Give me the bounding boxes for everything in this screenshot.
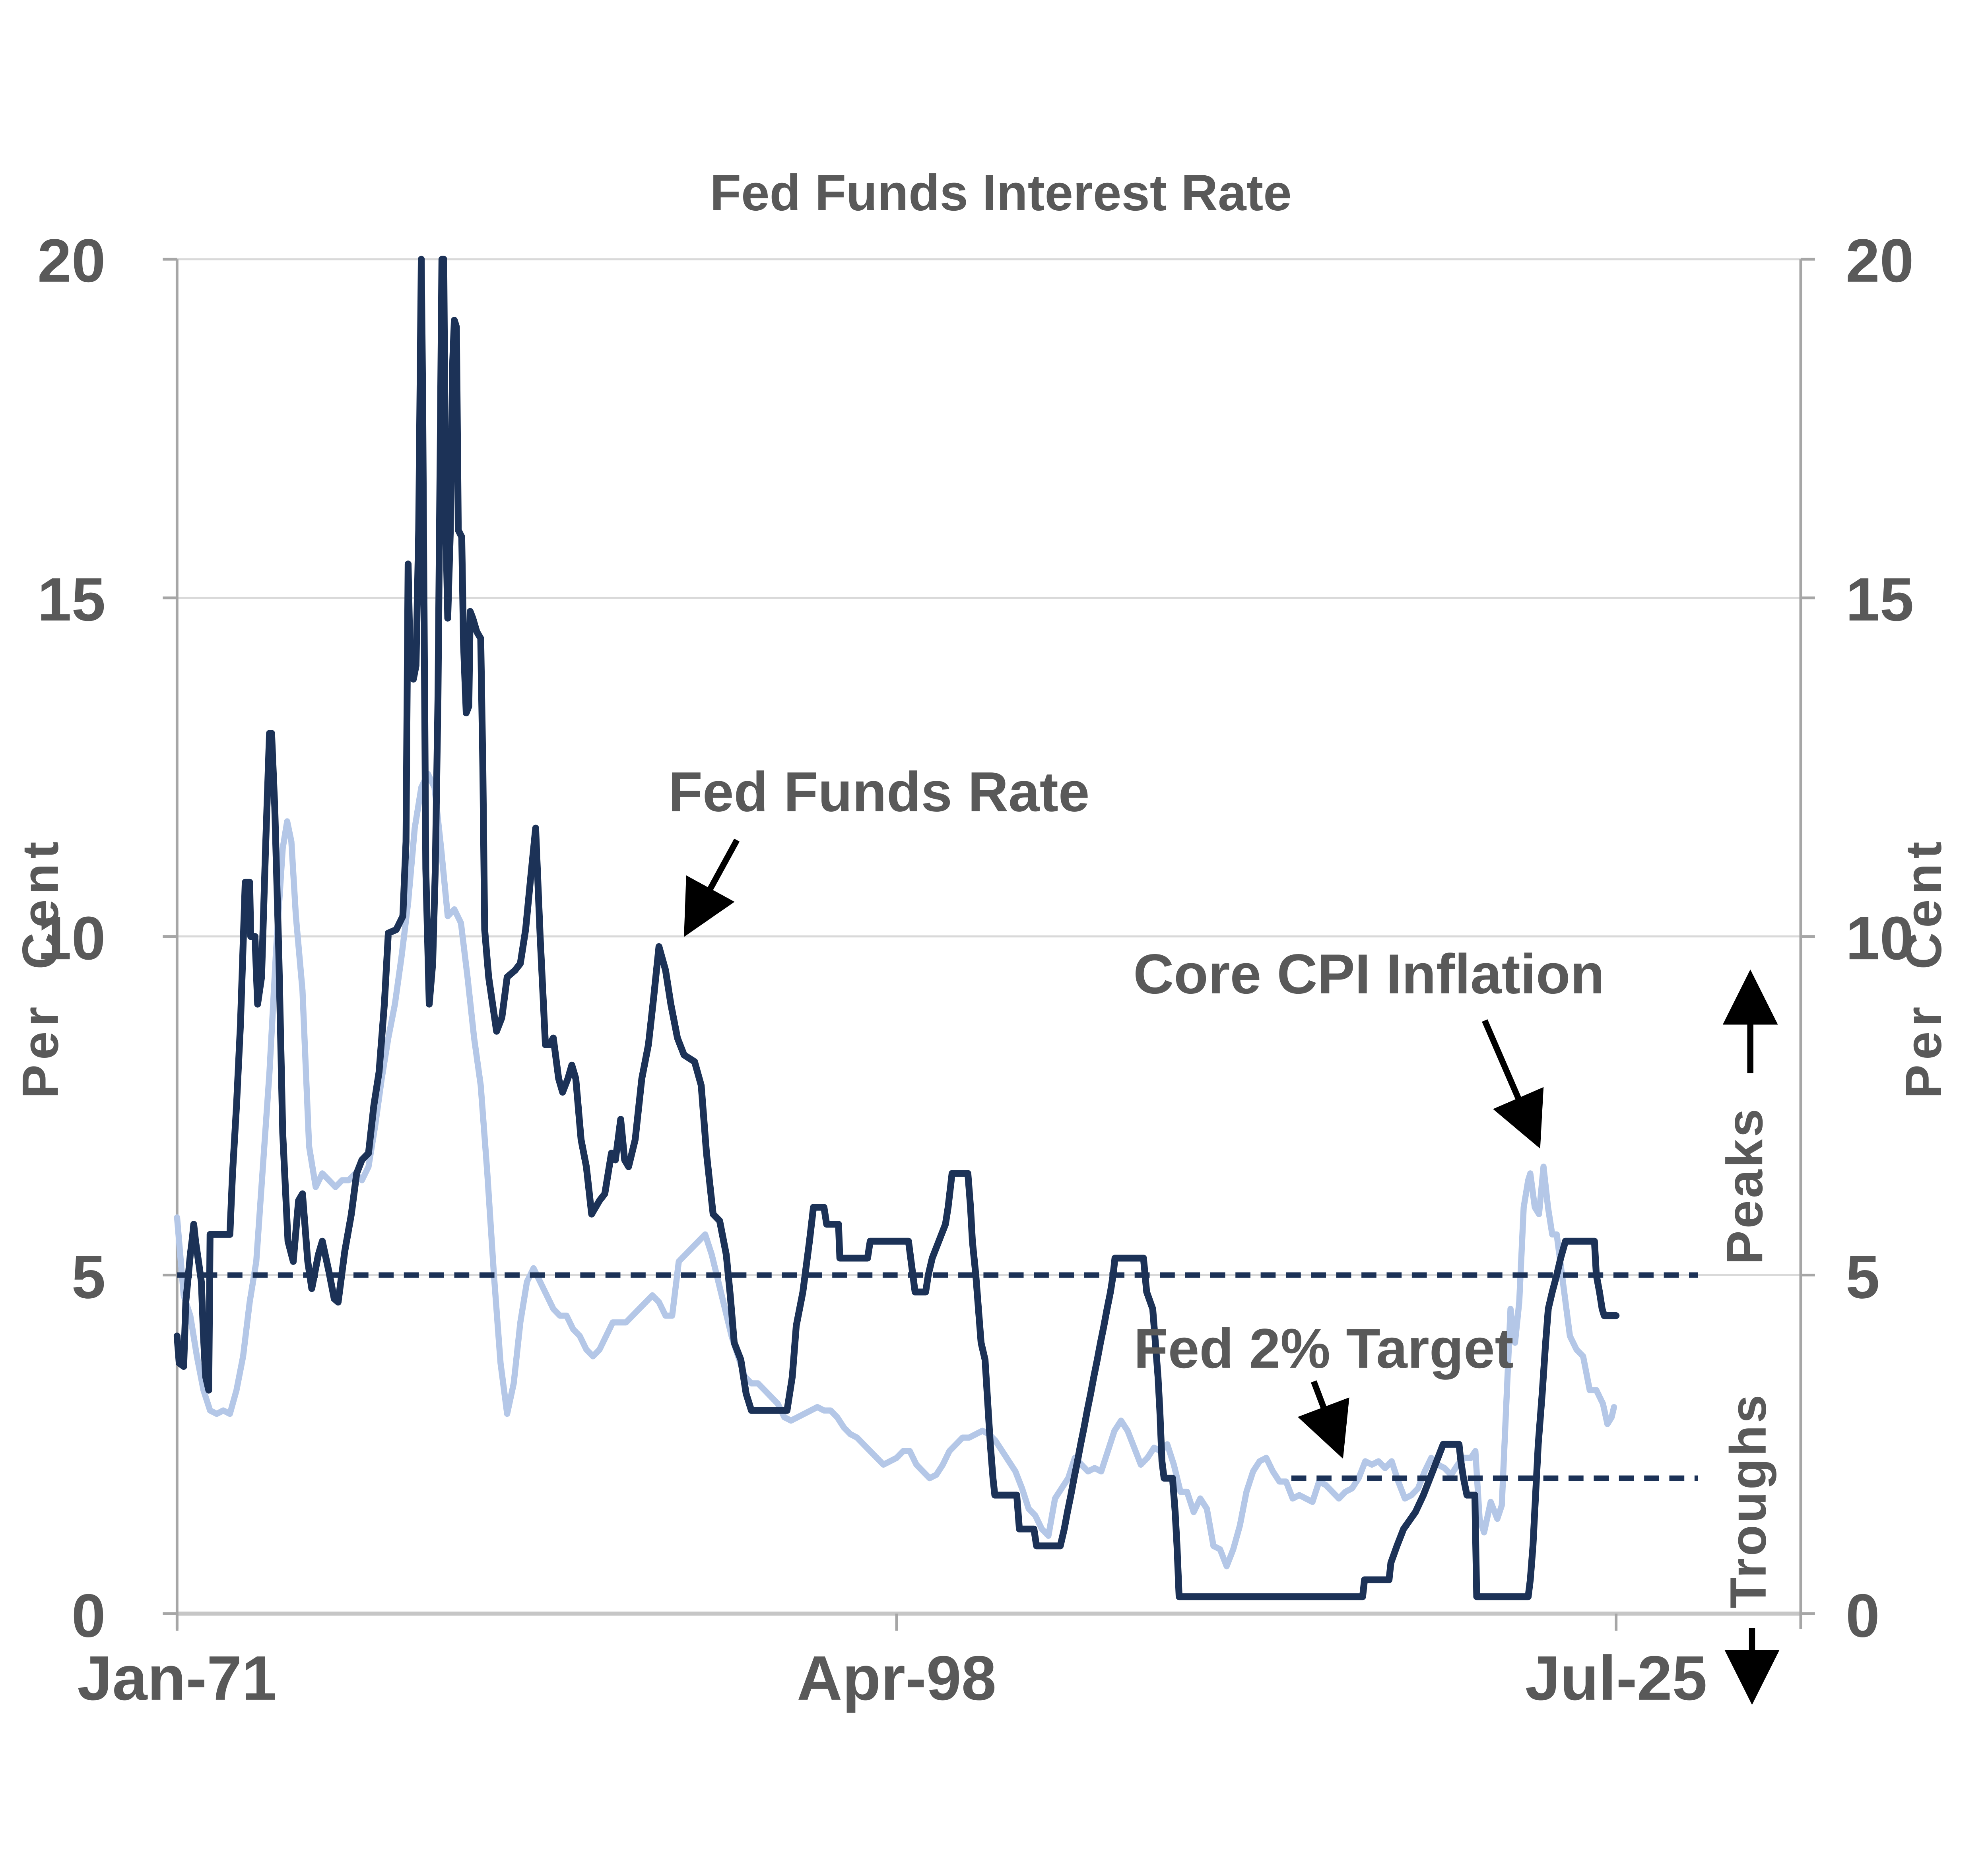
fed-2pct-target-annotation: Fed 2% Target [1134,1317,1513,1380]
fed-funds-annotation: Fed Funds Rate [668,760,1090,823]
troughs-label: Troughs [1720,1393,1777,1609]
y-tick-left-0: 0 [72,1581,106,1650]
y-axis-left-labels: 20 15 10 5 0 [37,226,105,1650]
chart-title: Fed Funds Interest Rate [710,165,1292,221]
gridlines [163,258,1815,1631]
x-axis-labels: Jan-71 Apr-98 Jul-25 [77,1643,1707,1713]
fed-funds-line [173,256,1620,1600]
core-cpi-line [174,771,1617,1569]
y-tick-left-5: 5 [72,1242,106,1311]
core-cpi-annotation: Core CPI Inflation [1133,943,1604,1005]
y-tick-left-15: 15 [37,565,105,634]
fed-2pct-target-arrow [1297,1380,1349,1459]
y-axis-right-labels: 20 15 10 5 0 [1846,226,1914,1650]
fed-funds-arrow [684,838,740,937]
y-tick-right-5: 5 [1846,1242,1880,1311]
peaks-label: Peaks [1716,1107,1773,1265]
y-axis-label-right: Per Cent [1895,837,1952,1098]
x-tick-apr98: Apr-98 [797,1643,996,1713]
y-tick-left-10: 10 [37,904,105,972]
x-tick-jan71: Jan-71 [77,1643,277,1713]
y-tick-right-10: 10 [1846,904,1914,972]
dashed-reference-lines [177,1272,1698,1481]
core-cpi-arrow [1482,1019,1544,1149]
y-tick-left-20: 20 [37,226,105,295]
x-tick-jul25: Jul-25 [1525,1643,1707,1713]
y-tick-right-20: 20 [1846,226,1914,295]
y-tick-right-0: 0 [1846,1581,1880,1650]
y-axis-label-left: Per Cent [12,837,69,1098]
y-tick-right-15: 15 [1846,565,1914,634]
